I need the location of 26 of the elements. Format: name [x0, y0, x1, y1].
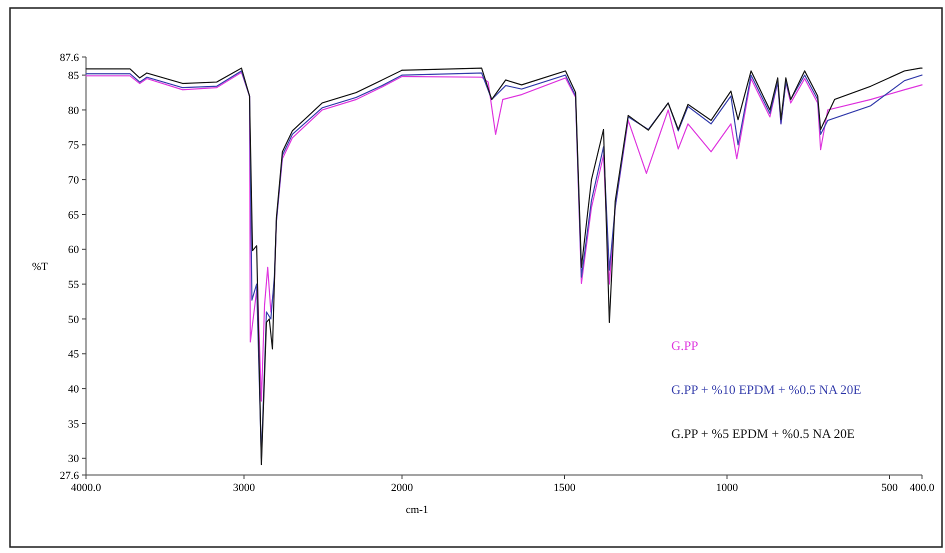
- y-tick-label: 55: [68, 278, 80, 291]
- x-tick-label: 500: [881, 482, 898, 494]
- y-tick-label: 40: [68, 383, 80, 396]
- y-tick-label: 87.6: [60, 52, 80, 64]
- y-tick-label: 70: [68, 174, 80, 186]
- text: G.PP: [671, 338, 698, 353]
- y-tick-label: 65: [68, 209, 80, 222]
- x-tick-label: 1000: [716, 482, 739, 494]
- x-axis-title: cm-1: [406, 504, 428, 516]
- x-tick-label: 1500: [554, 482, 576, 494]
- x-tick-label: 400.0: [910, 482, 935, 494]
- y-tick-label: 85: [68, 70, 80, 82]
- y-tick-label: 80: [68, 104, 80, 117]
- x-tick-label: 2000: [391, 482, 414, 494]
- y-tick-label: 27.6: [60, 470, 80, 482]
- y-tick-label: 75: [68, 140, 80, 152]
- y-tick-label: 60: [68, 244, 80, 256]
- x-tick-label: 4000.0: [70, 482, 102, 494]
- text: G.PP + %5 EPDM + %0.5 NA 20E: [671, 426, 855, 441]
- y-tick-label: 35: [68, 418, 80, 430]
- y-axis-title: %T: [32, 260, 48, 273]
- x-tick-label: 3000: [233, 482, 256, 494]
- y-tick-label: 30: [68, 453, 80, 466]
- y-tick-label: 45: [68, 348, 80, 361]
- text: G.PP + %10 EPDM + %0.5 NA 20E: [671, 382, 862, 397]
- y-tick-label: 50: [68, 314, 80, 326]
